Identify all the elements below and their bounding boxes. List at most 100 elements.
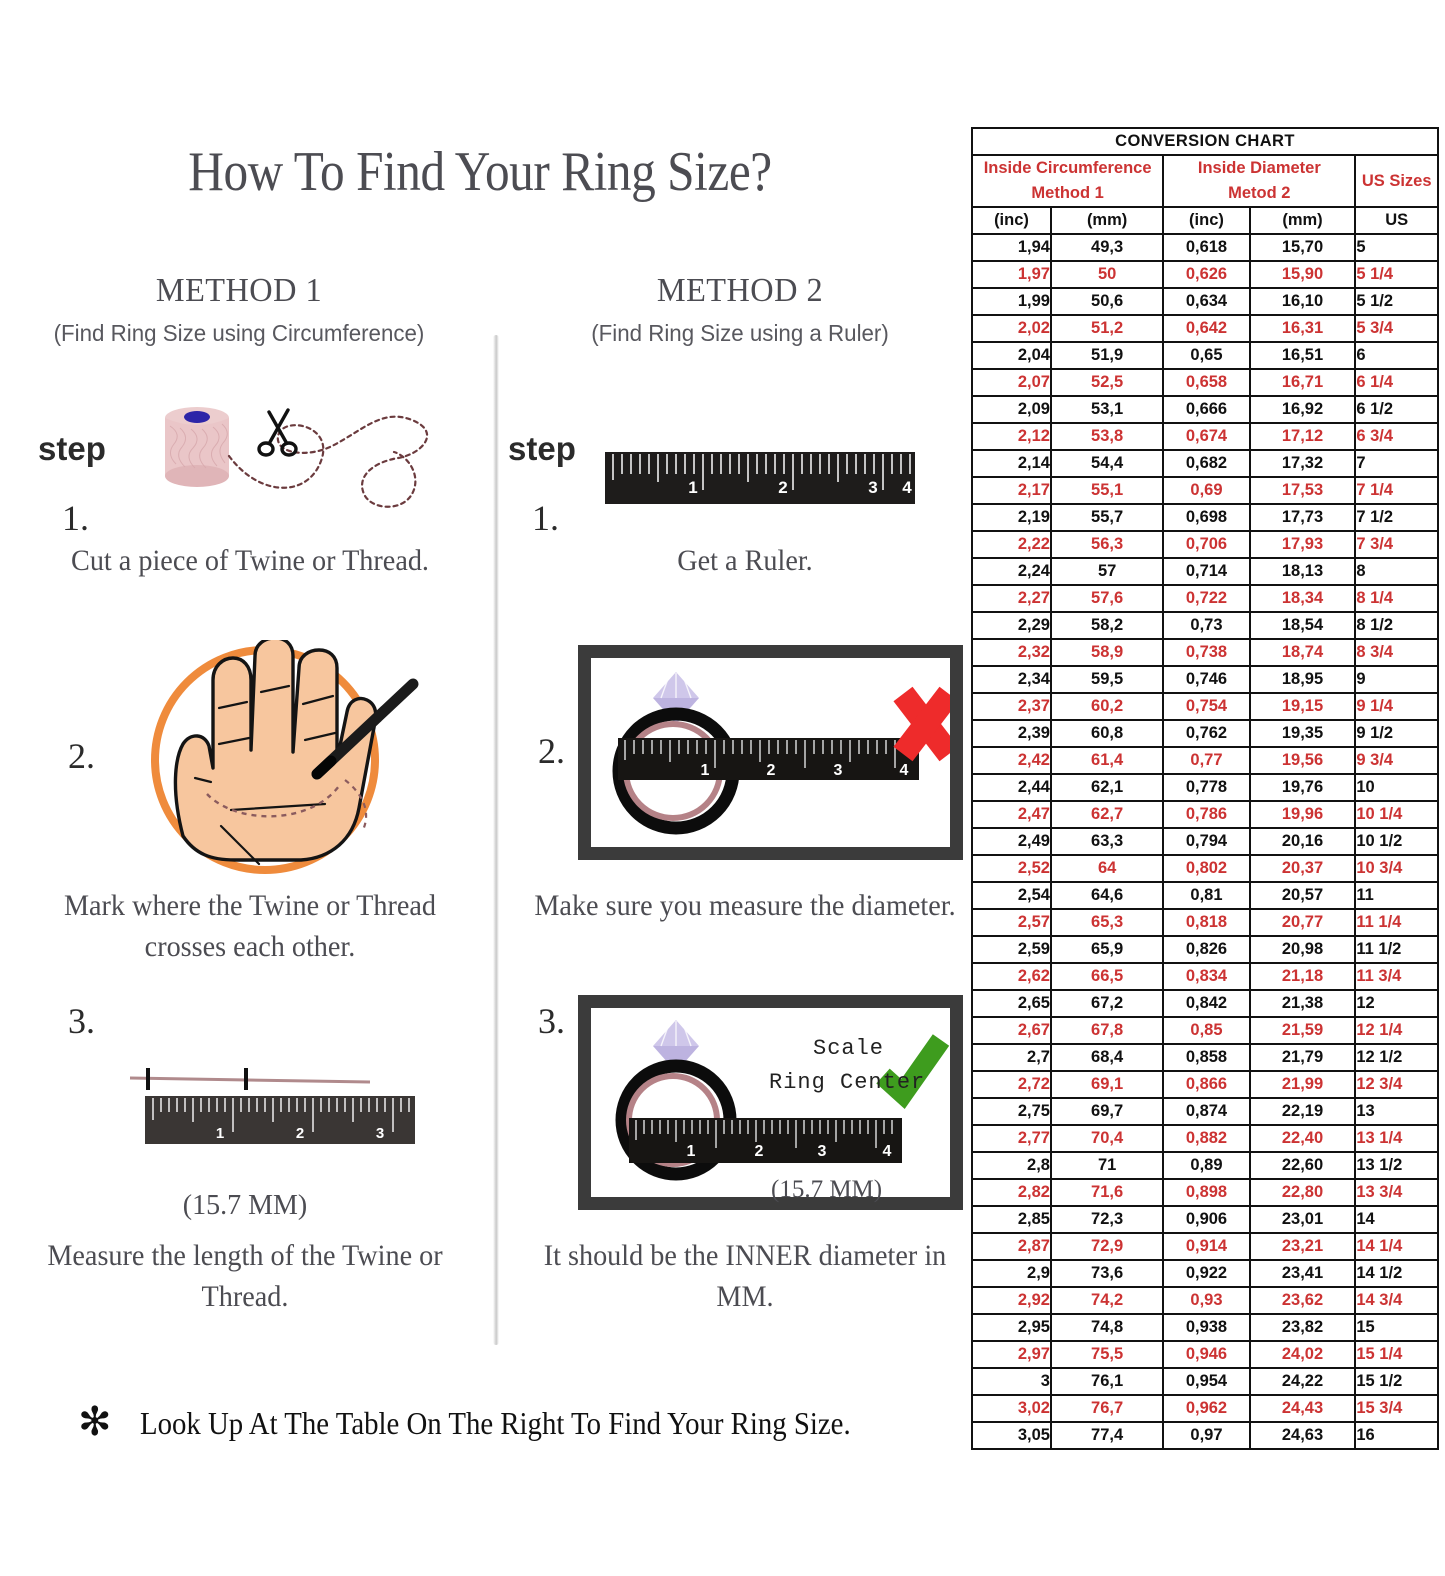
table-cell: 17,12 xyxy=(1248,422,1357,451)
table-cell: 53,1 xyxy=(1049,395,1165,424)
table-cell: 19,96 xyxy=(1248,800,1357,829)
table-row: 1,99 50,6 0,634 16,10 5 1/2 xyxy=(971,287,1439,316)
table-cell: 2,9 xyxy=(971,1259,1052,1288)
measure-correct-panel: 1 2 3 4 Scale Ring Center (15.7 MM) xyxy=(578,995,963,1210)
table-cell: 0,89 xyxy=(1162,1151,1251,1180)
table-cell: 13 3/4 xyxy=(1354,1178,1439,1207)
table-cell: 8 1/4 xyxy=(1354,584,1439,613)
table-cell: 9 3/4 xyxy=(1354,746,1439,775)
table-cell: 10 1/4 xyxy=(1354,800,1439,829)
svg-text:3: 3 xyxy=(818,1143,827,1160)
table-cell: 2,87 xyxy=(971,1232,1052,1261)
table-cell: 69,7 xyxy=(1049,1097,1165,1126)
method-2-step-2-caption: Make sure you measure the diameter. xyxy=(534,889,956,922)
table-cell: 64,6 xyxy=(1049,881,1165,910)
table-cell: 2,22 xyxy=(971,530,1052,559)
table-row: 2,65 67,2 0,842 21,38 12 xyxy=(971,989,1439,1018)
method-2-header: METHOD 2 (Find Ring Size using a Ruler) xyxy=(505,272,975,347)
table-row: 2,27 57,6 0,722 18,34 8 1/4 xyxy=(971,584,1439,613)
table-cell: 11 1/4 xyxy=(1354,908,1439,937)
method-1-header: METHOD 1 (Find Ring Size using Circumfer… xyxy=(4,272,474,347)
table-cell: 49,3 xyxy=(1049,233,1165,262)
table-row: 2,92 74,2 0,93 23,62 14 3/4 xyxy=(971,1286,1439,1315)
table-cell: 50,6 xyxy=(1049,287,1165,316)
table-cell: 2,04 xyxy=(971,341,1052,370)
table-cell: 17,73 xyxy=(1248,503,1357,532)
table-cell: 5 1/2 xyxy=(1354,287,1439,316)
table-cell: 24,63 xyxy=(1248,1421,1357,1450)
column-header-circumference-inc: (inc) xyxy=(971,206,1052,235)
table-cell: 5 3/4 xyxy=(1354,314,1439,343)
table-cell: 9 1/4 xyxy=(1354,692,1439,721)
table-row: 2,52 64 0,802 20,37 10 3/4 xyxy=(971,854,1439,883)
method-1-measurement: (15.7 MM) xyxy=(182,1190,308,1221)
table-cell: 58,2 xyxy=(1049,611,1165,640)
table-cell: 2,72 xyxy=(971,1070,1052,1099)
table-cell: 18,95 xyxy=(1248,665,1357,694)
table-cell: 8 3/4 xyxy=(1354,638,1439,667)
table-cell: 0,938 xyxy=(1162,1313,1251,1342)
table-cell: 22,60 xyxy=(1248,1151,1357,1180)
table-row: 2,54 64,6 0,81 20,57 11 xyxy=(971,881,1439,910)
table-cell: 20,16 xyxy=(1248,827,1357,856)
table-cell: 2,82 xyxy=(971,1178,1052,1207)
table-row: 1,94 49,3 0,618 15,70 5 xyxy=(971,233,1439,262)
table-cell: 9 xyxy=(1354,665,1439,694)
table-row: 2,95 74,8 0,938 23,82 15 xyxy=(971,1313,1439,1342)
table-row: 2,47 62,7 0,786 19,96 10 1/4 xyxy=(971,800,1439,829)
table-row: 2,07 52,5 0,658 16,71 6 1/4 xyxy=(971,368,1439,397)
page-title: How To Find Your Ring Size? xyxy=(188,141,772,203)
wrong-x-icon xyxy=(893,686,950,762)
table-cell: 12 1/4 xyxy=(1354,1016,1439,1045)
table-cell: 0,738 xyxy=(1162,638,1251,667)
table-cell: 61,4 xyxy=(1049,746,1165,775)
table-cell: 2,14 xyxy=(971,449,1052,478)
table-cell: 21,59 xyxy=(1248,1016,1357,1045)
table-row: 2,87 72,9 0,914 23,21 14 1/4 xyxy=(971,1232,1439,1261)
table-cell: 16,92 xyxy=(1248,395,1357,424)
table-row: 2,75 69,7 0,874 22,19 13 xyxy=(971,1097,1439,1126)
table-row: 2,34 59,5 0,746 18,95 9 xyxy=(971,665,1439,694)
table-cell: 0,714 xyxy=(1162,557,1251,586)
table-row: 2,62 66,5 0,834 21,18 11 3/4 xyxy=(971,962,1439,991)
table-cell: 8 xyxy=(1354,557,1439,586)
table-cell: 14 3/4 xyxy=(1354,1286,1439,1315)
table-cell: 0,698 xyxy=(1162,503,1251,532)
method-1-step-2-number: 2. xyxy=(68,736,95,776)
table-cell: 62,1 xyxy=(1049,773,1165,802)
table-cell: 0,778 xyxy=(1162,773,1251,802)
scissors-icon xyxy=(257,408,298,457)
table-cell: 60,8 xyxy=(1049,719,1165,748)
table-cell: 16 xyxy=(1354,1421,1439,1450)
table-cell: 2,24 xyxy=(971,557,1052,586)
table-row: 2,29 58,2 0,73 18,54 8 1/2 xyxy=(971,611,1439,640)
table-cell: 16,51 xyxy=(1248,341,1357,370)
table-cell: 0,962 xyxy=(1162,1394,1251,1423)
table-cell: 16,31 xyxy=(1248,314,1357,343)
table-cell: 53,8 xyxy=(1049,422,1165,451)
svg-text:1: 1 xyxy=(701,762,710,779)
table-cell: 11 1/2 xyxy=(1354,935,1439,964)
table-cell: 21,38 xyxy=(1248,989,1357,1018)
table-cell: 68,4 xyxy=(1049,1043,1165,1072)
svg-text:3: 3 xyxy=(376,1125,384,1142)
table-cell: 5 1/4 xyxy=(1354,260,1439,289)
table-cell: 15,70 xyxy=(1248,233,1357,262)
table-cell: 70,4 xyxy=(1049,1124,1165,1153)
measure-wrong-panel: 1 2 3 4 xyxy=(578,645,963,860)
table-cell: 74,2 xyxy=(1049,1286,1165,1315)
table-cell: 20,77 xyxy=(1248,908,1357,937)
table-cell: 13 1/4 xyxy=(1354,1124,1439,1153)
table-cell: 19,76 xyxy=(1248,773,1357,802)
table-cell: 6 xyxy=(1354,341,1439,370)
vertical-divider xyxy=(493,335,499,1345)
table-row: 3,05 77,4 0,97 24,63 16 xyxy=(971,1421,1439,1450)
svg-text:4: 4 xyxy=(883,1143,892,1160)
method-1-step-2-caption: Mark where the Twine or Thread crosses e… xyxy=(63,889,437,964)
table-row: 2,49 63,3 0,794 20,16 10 1/2 xyxy=(971,827,1439,856)
table-cell: 72,9 xyxy=(1049,1232,1165,1261)
table-cell: 0,65 xyxy=(1162,341,1251,370)
table-cell: 56,3 xyxy=(1049,530,1165,559)
table-cell: 0,674 xyxy=(1162,422,1251,451)
green-check-icon xyxy=(876,1034,950,1109)
